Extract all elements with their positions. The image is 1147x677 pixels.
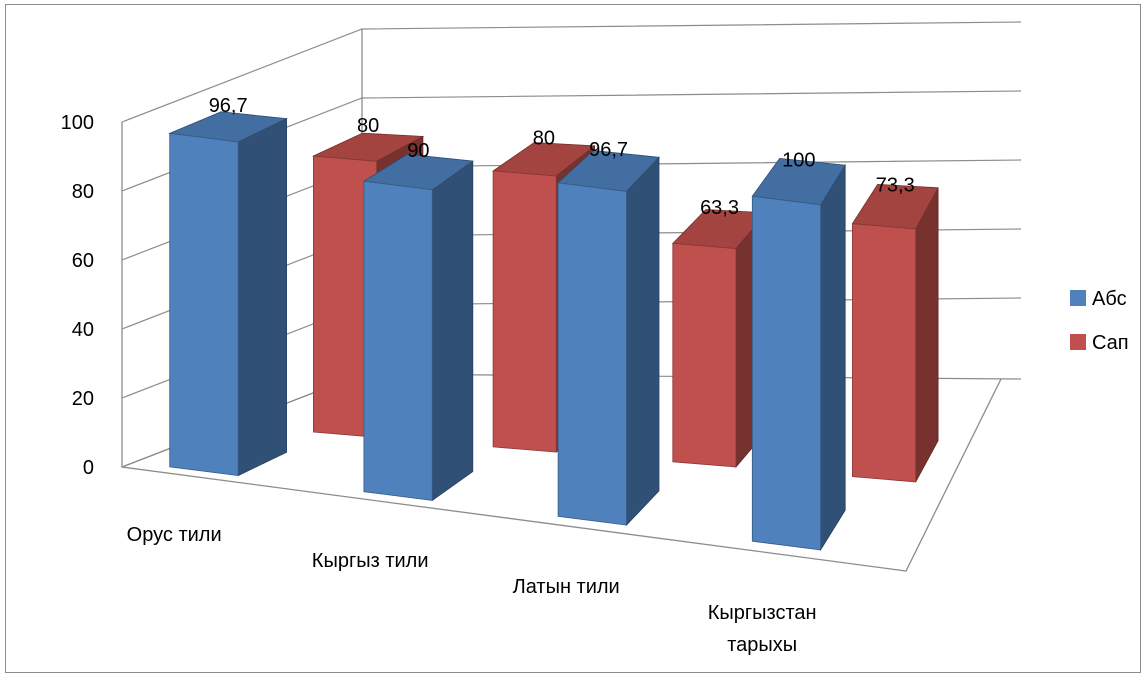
y-tick-label: 60 — [72, 250, 94, 272]
bar-front — [363, 180, 433, 501]
bar-0-1 — [362, 153, 474, 502]
x-tick-label: Кыргызстан — [708, 602, 817, 624]
bar-front — [169, 132, 239, 477]
bar-side — [915, 187, 939, 483]
y-tick-label: 100 — [61, 112, 94, 134]
bar-side — [820, 163, 846, 552]
bar-0-3 — [751, 157, 846, 552]
bar-1-3 — [851, 183, 939, 483]
data-labels: 80 80 63,3 73,3 96,7 90 96,7 100 — [209, 95, 915, 219]
x-axis-ticks: Орус тили Кыргыз тили Латын тили Кыргызстан… — [127, 524, 817, 656]
data-label: 63,3 — [700, 197, 739, 219]
bar-front — [751, 195, 821, 551]
bar-side — [626, 156, 660, 527]
data-label: 90 — [407, 140, 429, 162]
x-tick-label: Орус тили — [127, 524, 222, 546]
chart-bars — [168, 111, 939, 552]
data-label: 100 — [782, 150, 815, 172]
y-tick-label: 80 — [72, 181, 94, 203]
data-label: 73,3 — [876, 175, 915, 197]
y-axis-ticks: 0 20 40 60 80 100 — [61, 112, 94, 479]
bar-front — [312, 155, 378, 438]
bar-0-0 — [168, 111, 289, 477]
axis-frame — [121, 122, 1002, 572]
bar-front — [672, 242, 737, 468]
x-tick-label: Латын тили — [513, 576, 620, 598]
y-tick-label: 0 — [83, 457, 94, 479]
y-tick-label: 20 — [72, 388, 94, 410]
legend-swatch — [1070, 334, 1086, 350]
legend-swatch — [1070, 290, 1086, 306]
x-tick-label: тарыхы — [727, 634, 797, 656]
legend-label: Сап — [1092, 332, 1129, 354]
bar-side — [237, 117, 288, 477]
bar-0-2 — [557, 150, 660, 527]
legend: Абс Сап — [1070, 288, 1129, 354]
legend-label: Абс — [1092, 288, 1127, 310]
data-label: 96,7 — [589, 139, 628, 161]
bar-side — [431, 160, 474, 502]
bar-front — [492, 170, 557, 453]
data-label: 80 — [357, 115, 379, 137]
gridline — [121, 21, 1022, 123]
x-tick-label: Кыргыз тили — [312, 550, 429, 572]
bar-front — [557, 182, 627, 526]
bar-front — [852, 223, 917, 483]
data-label: 80 — [533, 127, 555, 149]
y-tick-label: 40 — [72, 319, 94, 341]
data-label: 96,7 — [209, 95, 248, 117]
